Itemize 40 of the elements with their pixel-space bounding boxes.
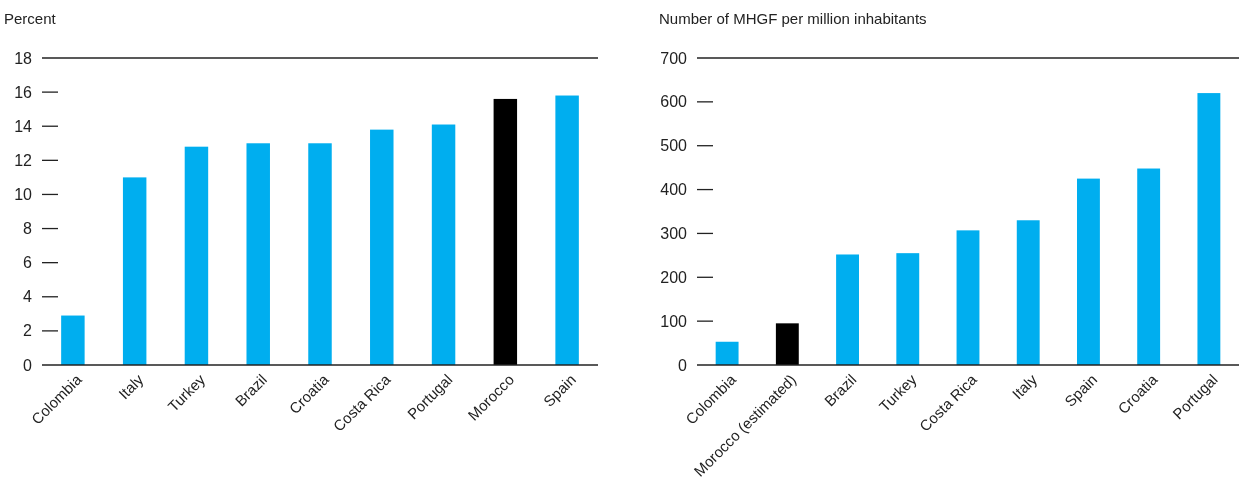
- bar: [308, 143, 332, 365]
- bar: [956, 230, 980, 365]
- y-tick-label: 4: [23, 288, 33, 306]
- bar: [775, 323, 799, 365]
- y-tick-label: 500: [660, 137, 688, 155]
- y-tick-label: 6: [23, 254, 33, 272]
- y-axis-title: Percent: [4, 10, 57, 27]
- y-tick-label: 700: [660, 49, 688, 67]
- bar: [896, 253, 920, 365]
- y-tick-label: 8: [23, 220, 33, 238]
- bar: [61, 315, 85, 365]
- bar: [246, 143, 270, 365]
- bar: [1137, 168, 1161, 365]
- y-axis-title: Number of MHGF per million inhabitants: [659, 10, 927, 27]
- bar: [370, 129, 394, 365]
- y-tick-label: 10: [14, 186, 33, 204]
- y-tick-label: 16: [14, 83, 33, 101]
- y-tick-label: 0: [678, 356, 688, 374]
- x-tick-label: Italy: [1008, 370, 1041, 403]
- bar: [1016, 220, 1040, 365]
- bar: [493, 98, 518, 365]
- y-tick-label: 400: [660, 181, 688, 199]
- y-tick-label: 0: [23, 356, 33, 374]
- y-tick-label: 12: [14, 151, 33, 169]
- bar: [431, 124, 456, 365]
- bar: [836, 254, 859, 365]
- bar: [715, 341, 739, 365]
- bar: [1077, 178, 1100, 365]
- bar: [1197, 93, 1221, 365]
- y-tick-label: 100: [660, 312, 688, 330]
- y-tick-label: 600: [660, 93, 688, 111]
- y-tick-label: 18: [14, 49, 33, 67]
- bar: [555, 95, 579, 365]
- bar: [184, 146, 209, 365]
- x-tick-label: Italy: [115, 370, 147, 403]
- y-tick-label: 2: [23, 322, 33, 340]
- y-tick-label: 14: [14, 117, 33, 135]
- y-tick-label: 200: [660, 268, 688, 286]
- bar: [122, 177, 147, 365]
- y-tick-label: 300: [660, 225, 688, 243]
